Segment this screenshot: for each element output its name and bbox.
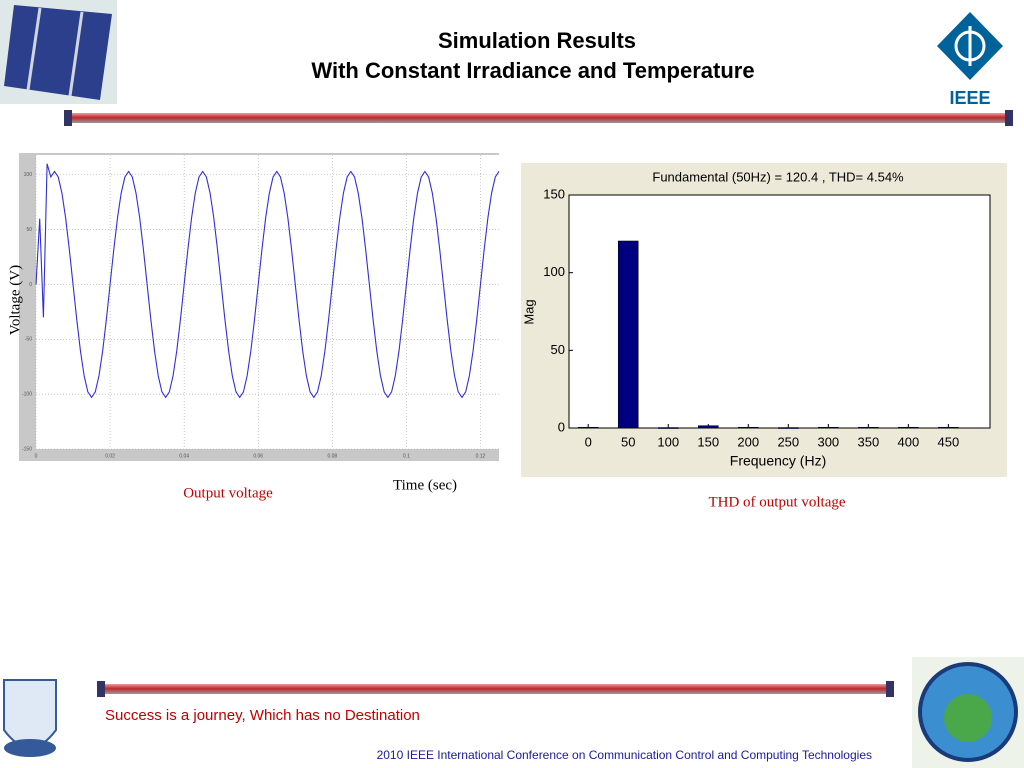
y-tick-label: 50 [26, 227, 32, 233]
college-logo [3, 679, 57, 757]
rule-cap [97, 681, 105, 697]
charts: -150 -100 -50 0 50 100 0 0.02 0.04 0.06 0.08 0.1 0.1… [7, 155, 959, 493]
x-tick-label: 0 [585, 434, 592, 449]
header-rule [65, 113, 1010, 123]
x-tick-label: 300 [817, 434, 839, 449]
slide-title: Simulation Results [438, 28, 636, 53]
plot-area [568, 194, 991, 429]
x-tick-label: 200 [737, 434, 759, 449]
ieee-logo: IEEE [937, 12, 1003, 108]
motto: Success is a journey, Which has no Desti… [105, 707, 420, 724]
bar [738, 426, 759, 429]
y-tick-label: 150 [543, 186, 565, 201]
x-axis-label: Time (sec) [393, 477, 457, 493]
x-tick-label: 0.08 [327, 453, 337, 459]
rule-cap [886, 681, 894, 697]
bar [577, 426, 599, 429]
bar [818, 426, 839, 429]
x-tick-label: 50 [621, 434, 635, 449]
footer-rule [98, 684, 890, 694]
slide-subtitle: With Constant Irradiance and Temperature [311, 58, 754, 83]
bar [898, 426, 919, 429]
y-tick-label: 0 [29, 282, 32, 288]
x-tick-label: 400 [898, 434, 920, 449]
x-tick-label: 0.04 [179, 453, 189, 459]
x-tick-label: 150 [697, 434, 719, 449]
caption: Output voltage [183, 485, 273, 501]
caption: THD of output voltage [708, 494, 845, 510]
ieee-logo-text: IEEE [949, 88, 990, 108]
conference-name: 2010 IEEE International Conference on Co… [377, 748, 872, 762]
bar [778, 427, 799, 429]
rule-cap [1005, 110, 1013, 126]
college-emblem [912, 657, 1024, 768]
chart-title: Fundamental (50Hz) = 120.4 , THD= 4.54% [652, 169, 904, 184]
bar [698, 425, 719, 429]
voltage-line [35, 163, 500, 399]
solar-cell-image [0, 0, 117, 104]
x-tick-label: 0.1 [403, 453, 410, 459]
plot-area [36, 155, 499, 449]
y-tick-label: 100 [543, 264, 565, 279]
x-axis-label: Frequency (Hz) [730, 453, 826, 469]
bar [938, 426, 959, 429]
x-tick-label: 250 [777, 434, 799, 449]
x-tick-label: 450 [938, 434, 960, 449]
rule-cap [64, 110, 72, 126]
y-tick-label: -150 [22, 446, 32, 452]
y-tick-label: -50 [25, 337, 32, 343]
x-tick-label: 0 [35, 453, 38, 459]
y-tick-label: 50 [551, 342, 565, 357]
x-tick-label: 0.02 [105, 453, 115, 459]
y-tick-label: -100 [22, 391, 32, 397]
x-tick-label: 0.12 [476, 453, 486, 459]
y-tick-label: 100 [24, 172, 33, 178]
x-tick-label: 350 [857, 434, 879, 449]
x-tick-label: 0.06 [253, 453, 263, 459]
bar [858, 426, 879, 429]
y-axis-label: Voltage (V) [7, 265, 23, 335]
x-tick-label: 100 [657, 434, 679, 449]
y-axis-label: Mag [521, 299, 536, 324]
y-tick-label: 0 [558, 419, 565, 434]
bar [657, 427, 679, 429]
bar [617, 240, 639, 429]
